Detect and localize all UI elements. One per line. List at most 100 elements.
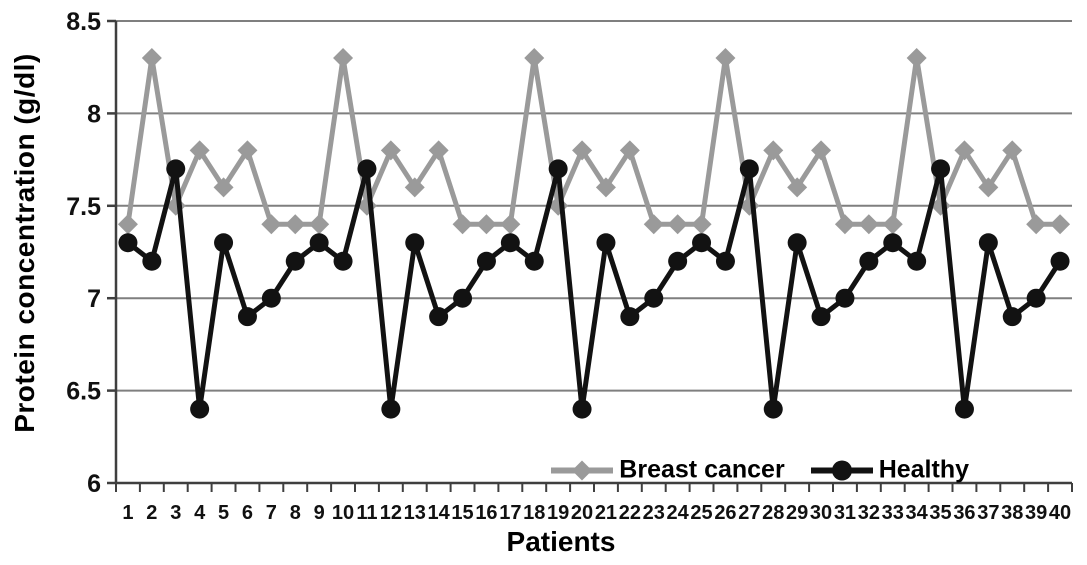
x-tick-label: 17	[499, 502, 521, 524]
x-tick-label: 9	[314, 502, 325, 524]
marker-circle	[787, 233, 807, 253]
x-tick-label: 20	[571, 502, 593, 524]
marker-circle	[1050, 251, 1070, 271]
x-tick-label: 8	[290, 502, 301, 524]
marker-diamond	[811, 140, 832, 161]
x-tick-label: 15	[451, 502, 473, 524]
marker-circle	[1002, 307, 1022, 327]
x-tick-label: 40	[1049, 502, 1071, 524]
marker-diamond	[1026, 214, 1047, 235]
x-tick-label: 22	[619, 502, 641, 524]
x-tick-label: 36	[953, 502, 975, 524]
marker-circle	[214, 233, 234, 253]
marker-diamond	[834, 214, 855, 235]
y-axis-title: Protein concentration (g/dl)	[9, 53, 40, 433]
x-tick-label: 34	[906, 502, 929, 524]
x-tick-label: 14	[428, 502, 451, 524]
marker-circle	[763, 399, 783, 419]
y-tick-label: 7	[87, 285, 101, 313]
marker-circle	[237, 307, 257, 327]
marker-diamond	[1050, 214, 1071, 235]
marker-circle	[715, 251, 735, 271]
marker-circle	[620, 307, 640, 327]
marker-circle	[978, 233, 998, 253]
marker-diamond	[189, 140, 210, 161]
marker-circle	[931, 159, 951, 179]
marker-diamond	[667, 214, 688, 235]
marker-diamond	[858, 214, 879, 235]
marker-diamond	[285, 214, 306, 235]
marker-diamond	[978, 177, 999, 198]
marker-diamond	[763, 140, 784, 161]
marker-diamond	[954, 140, 975, 161]
marker-diamond	[213, 177, 234, 198]
marker-diamond	[882, 214, 903, 235]
marker-diamond	[476, 214, 497, 235]
y-tick-label: 6	[87, 470, 101, 498]
marker-circle	[835, 288, 855, 308]
marker-circle	[596, 233, 616, 253]
x-tick-label: 27	[738, 502, 760, 524]
marker-circle	[261, 288, 281, 308]
x-tick-label: 4	[194, 502, 206, 524]
marker-diamond	[261, 214, 282, 235]
marker-diamond	[691, 214, 712, 235]
marker-diamond	[452, 214, 473, 235]
marker-diamond	[141, 47, 162, 68]
marker-diamond	[404, 177, 425, 198]
x-tick-label: 3	[170, 502, 181, 524]
marker-circle	[644, 288, 664, 308]
marker-circle	[142, 251, 162, 271]
x-tick-label: 33	[882, 502, 904, 524]
marker-circle	[692, 233, 712, 253]
marker-circle	[166, 159, 186, 179]
x-tick-label: 28	[762, 502, 784, 524]
marker-circle	[405, 233, 425, 253]
marker-circle	[309, 233, 329, 253]
y-tick-label: 6.5	[66, 378, 101, 406]
x-tick-label: 5	[218, 502, 229, 524]
marker-circle	[333, 251, 353, 271]
x-tick-label: 21	[595, 502, 617, 524]
marker-diamond	[237, 140, 258, 161]
legend-item-breast-cancer: Breast cancer	[549, 455, 785, 485]
marker-circle	[476, 251, 496, 271]
x-axis-title: Patients	[506, 526, 616, 557]
series-line-healthy	[126, 168, 1063, 410]
marker-circle	[739, 159, 759, 179]
x-tick-label: 37	[977, 502, 999, 524]
marker-diamond	[500, 214, 521, 235]
x-tick-label: 13	[404, 502, 426, 524]
marker-circle	[1026, 288, 1046, 308]
x-tick-label: 23	[643, 502, 665, 524]
legend-label-healthy: Healthy	[878, 455, 969, 484]
marker-diamond	[619, 140, 640, 161]
marker-circle	[859, 251, 879, 271]
x-tick-label: 29	[786, 502, 808, 524]
marker-circle	[907, 251, 927, 271]
marker-circle	[285, 251, 305, 271]
marker-circle	[381, 399, 401, 419]
marker-diamond	[906, 47, 927, 68]
marker-circle	[572, 399, 592, 419]
marker-diamond	[787, 177, 808, 198]
series-line-breast-cancer	[125, 57, 1061, 227]
legend-label-breast-cancer: Breast cancer	[619, 455, 785, 484]
marker-diamond	[309, 214, 330, 235]
x-tick-label: 11	[356, 502, 377, 524]
breast-cancer-legend-marker-icon	[551, 460, 614, 480]
marker-circle	[954, 399, 974, 419]
marker-circle	[883, 233, 903, 253]
marker-circle	[811, 307, 831, 327]
x-tick-label: 1	[122, 502, 133, 524]
x-tick-label: 16	[475, 502, 497, 524]
marker-circle	[190, 399, 210, 419]
marker-diamond	[595, 177, 616, 198]
marker-circle	[357, 159, 377, 179]
marker-circle	[548, 159, 568, 179]
marker-circle	[453, 288, 473, 308]
marker-diamond	[380, 140, 401, 161]
x-tick-label: 10	[332, 502, 354, 524]
